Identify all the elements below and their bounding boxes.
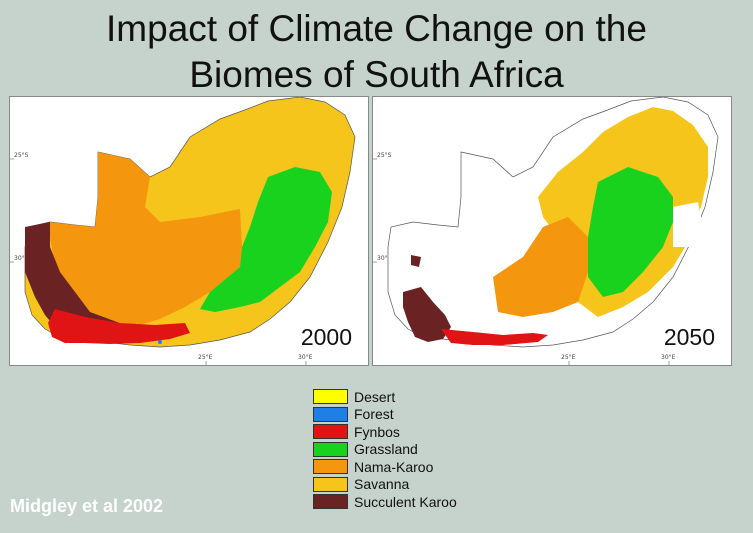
biome-forest-patch: [158, 340, 162, 344]
legend-label-fynbos: Fynbos: [354, 423, 400, 440]
legend-label-grassland: Grassland: [354, 441, 418, 458]
biome-fynbos: [441, 329, 548, 345]
legend: Desert Forest Fynbos Grassland Nama-Karo…: [313, 388, 457, 511]
legend-item-fynbos: Fynbos: [313, 423, 457, 441]
lat-tick-25: 25°S: [377, 152, 392, 159]
biome-grassland: [588, 167, 673, 297]
source-credit: Midgley et al 2002: [10, 496, 164, 516]
page-title: Impact of Climate Change on the Biomes o…: [0, 6, 753, 98]
legend-item-desert: Desert: [313, 388, 457, 406]
biome-succulent-karoo: [25, 222, 125, 333]
map-2050-graphic: 25°S 30°S 25°E 30°E: [373, 97, 719, 365]
lat-tick-30: 30°S: [14, 255, 29, 262]
legend-swatch-forest: [313, 406, 348, 422]
lat-tick-25: 25°S: [14, 152, 29, 159]
lon-tick-30: 30°E: [298, 354, 313, 361]
lon-tick-25: 25°E: [561, 354, 576, 361]
map-2000: 25°S 30°S 25°E 30°E 2000: [9, 96, 369, 366]
biome-nama-karoo: [50, 152, 242, 325]
legend-swatch-savanna: [313, 476, 348, 492]
unsuitable-area: [673, 202, 703, 247]
legend-item-savanna: Savanna: [313, 476, 457, 494]
lon-tick-30: 30°E: [661, 354, 676, 361]
biome-nama-karoo: [493, 217, 588, 317]
legend-item-nama-karoo: Nama-Karoo: [313, 458, 457, 476]
biome-grassland: [200, 167, 332, 312]
legend-swatch-grassland: [313, 441, 348, 457]
legend-swatch-nama-karoo: [313, 459, 348, 475]
legend-swatch-succulent-karoo: [313, 494, 348, 510]
biome-succulent-karoo-north: [411, 255, 421, 267]
title-line-1: Impact of Climate Change on the: [106, 8, 647, 49]
legend-item-succulent-karoo: Succulent Karoo: [313, 493, 457, 511]
map-2050-year-label: 2050: [663, 324, 715, 350]
legend-swatch-desert: [313, 389, 348, 405]
map-2000-graphic: 25°S 30°S 25°E 30°E: [10, 97, 356, 365]
legend-label-desert: Desert: [354, 388, 396, 405]
legend-label-forest: Forest: [354, 406, 394, 423]
lon-tick-25: 25°E: [198, 354, 213, 361]
title-line-2: Biomes of South Africa: [189, 54, 564, 95]
legend-label-nama-karoo: Nama-Karoo: [354, 458, 434, 475]
legend-label-succulent-karoo: Succulent Karoo: [354, 493, 457, 510]
legend-label-savanna: Savanna: [354, 476, 410, 493]
map-2000-year-label: 2000: [300, 324, 352, 350]
biome-fynbos: [48, 309, 190, 344]
biome-succulent-karoo: [403, 287, 451, 342]
legend-swatch-fynbos: [313, 424, 348, 440]
map-2050: 25°S 30°S 25°E 30°E 2050: [372, 96, 732, 366]
lat-tick-30: 30°S: [377, 255, 392, 262]
legend-item-forest: Forest: [313, 406, 457, 424]
legend-item-grassland: Grassland: [313, 441, 457, 459]
